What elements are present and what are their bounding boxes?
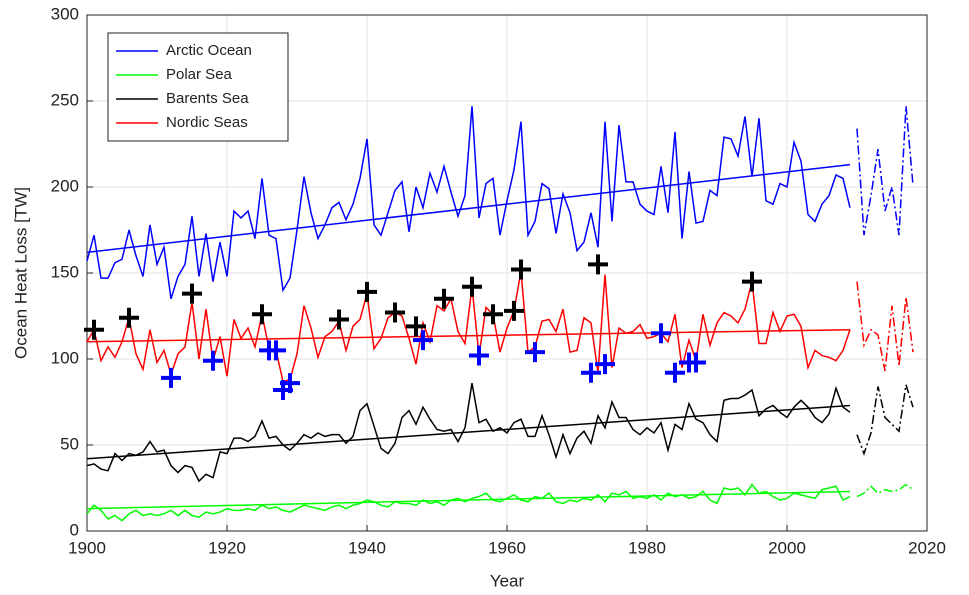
plus-marker	[406, 316, 426, 337]
plus-marker	[595, 354, 615, 375]
x-tick-label: 1960	[488, 538, 526, 557]
x-tick-label: 1920	[208, 538, 246, 557]
plus-marker	[413, 330, 433, 351]
plus-marker	[483, 304, 503, 325]
plus-marker	[511, 259, 531, 280]
plus-marker	[434, 288, 454, 309]
series-line	[86, 106, 851, 300]
plus-marker	[665, 362, 685, 383]
plus-marker	[686, 352, 706, 373]
plus-marker	[525, 342, 545, 363]
y-tick-label: 50	[60, 434, 79, 453]
y-axis-label: Ocean Heat Loss [TW]	[11, 187, 30, 359]
legend-label: Nordic Seas	[166, 114, 248, 131]
legend-label: Polar Sea	[166, 66, 233, 83]
plus-marker	[469, 345, 489, 366]
trend-line	[86, 404, 851, 460]
extension-line	[856, 483, 914, 498]
plus-marker	[462, 276, 482, 297]
plus-marker	[280, 373, 300, 394]
y-tick-label: 100	[51, 348, 79, 367]
plus-marker	[504, 300, 524, 321]
y-tick-label: 0	[70, 520, 79, 539]
x-axis-label: Year	[490, 571, 525, 590]
legend-label: Barents Sea	[166, 90, 249, 107]
trend-line	[86, 329, 851, 343]
series-line	[86, 382, 851, 483]
plus-marker	[161, 367, 181, 388]
x-tick-label: 2020	[908, 538, 946, 557]
plus-marker	[588, 254, 608, 275]
plot-frame	[86, 14, 928, 532]
plus-marker	[266, 340, 286, 361]
plus-marker	[329, 309, 349, 330]
extension-line	[856, 384, 914, 456]
x-tick-label: 1940	[348, 538, 386, 557]
trend-line	[86, 490, 851, 510]
y-tick-label: 200	[51, 176, 79, 195]
y-tick-label: 300	[51, 4, 79, 23]
plus-marker	[84, 319, 104, 340]
y-tick-label: 150	[51, 262, 79, 281]
extension-line	[856, 106, 914, 236]
plus-marker	[357, 281, 377, 302]
plus-marker	[252, 304, 272, 325]
legend-label: Arctic Ocean	[166, 42, 252, 59]
trend-line	[86, 163, 851, 254]
plus-marker	[581, 362, 601, 383]
plus-marker	[742, 271, 762, 292]
x-tick-label: 1980	[628, 538, 666, 557]
plus-marker	[119, 307, 139, 328]
x-tick-label: 1900	[68, 538, 106, 557]
y-tick-label: 250	[51, 90, 79, 109]
plus-marker	[182, 283, 202, 304]
x-tick-label: 2000	[768, 538, 806, 557]
plus-marker	[651, 323, 671, 344]
extension-line	[856, 281, 914, 372]
plus-marker	[203, 350, 223, 371]
plus-marker	[385, 302, 405, 323]
